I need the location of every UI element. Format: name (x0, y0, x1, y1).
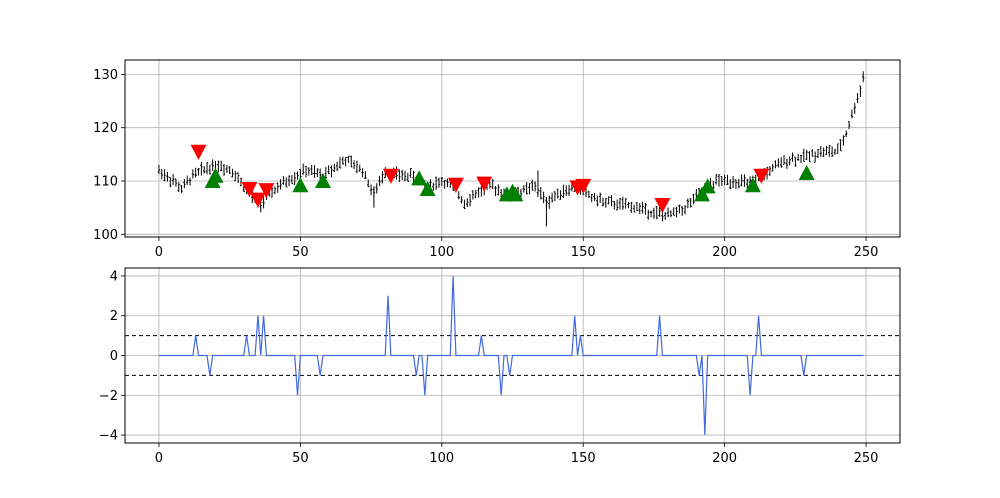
buy-signal-marker (314, 173, 331, 189)
signal-chart-y-tick-label: −2 (99, 389, 118, 404)
sell-signal-marker (258, 183, 275, 199)
signal-chart-x-tick-label: 50 (292, 451, 309, 466)
signal-chart-x-tick-label: 150 (571, 451, 596, 466)
sell-signal-marker (575, 178, 592, 194)
price-chart-ticks: 0 50 100 150 200 250 100 110 120 130 (93, 68, 878, 260)
sell-signal-marker (753, 168, 770, 184)
signal-chart-x-tick-label: 200 (712, 451, 737, 466)
price-chart-y-tick-label: 120 (93, 121, 118, 136)
signal-chart-x-tick-label: 100 (429, 451, 454, 466)
buy-signal-marker (419, 181, 436, 197)
sell-signal-marker (382, 168, 399, 184)
price-chart-y-tick-label: 110 (93, 175, 118, 190)
price-chart-x-tick-label: 250 (854, 245, 879, 260)
price-chart-x-tick-label: 0 (155, 245, 163, 260)
price-chart-y-tick-label: 130 (93, 68, 118, 83)
sell-signal-markers (190, 144, 770, 214)
sell-signal-marker (447, 177, 464, 193)
price-chart-y-tick-label: 100 (93, 228, 118, 243)
price-chart-x-tick-label: 150 (571, 245, 596, 260)
signal-chart-x-tick-label: 0 (155, 451, 163, 466)
price-chart-x-tick-label: 100 (429, 245, 454, 260)
signal-chart-panel: 0 50 100 150 200 250 −4 −2 0 2 4 (99, 267, 901, 466)
buy-signal-marker (411, 170, 428, 186)
buy-signal-marker (694, 186, 711, 202)
price-chart-panel: 0 50 100 150 200 250 100 110 120 130 (93, 59, 901, 260)
price-chart-x-tick-label: 200 (712, 245, 737, 260)
signal-line (158, 275, 864, 436)
signal-chart-ticks: 0 50 100 150 200 250 −4 −2 0 2 4 (99, 269, 879, 466)
buy-signal-marker (292, 177, 309, 193)
signal-chart-y-tick-label: −4 (99, 429, 118, 444)
price-chart-gridlines (125, 60, 900, 237)
signal-chart-y-tick-label: 2 (110, 309, 118, 324)
price-chart-x-tick-label: 50 (292, 245, 309, 260)
signal-chart-y-tick-label: 4 (110, 269, 118, 284)
sell-signal-marker (654, 198, 671, 214)
buy-signal-marker (798, 165, 815, 181)
threshold-lines (125, 335, 900, 376)
price-chart-frame (124, 59, 901, 238)
buy-signal-marker (507, 186, 524, 202)
sell-signal-marker (476, 176, 493, 192)
buy-signal-marker (744, 177, 761, 193)
sell-signal-marker (249, 192, 266, 208)
buy-signal-marker (207, 167, 224, 183)
sell-signal-marker (241, 182, 258, 198)
signal-chart-y-tick-label: 0 (110, 349, 118, 364)
signal-chart-x-tick-label: 250 (854, 451, 879, 466)
buy-signal-marker (699, 178, 716, 194)
signal-chart-frame (124, 267, 901, 444)
buy-signal-markers (204, 165, 815, 202)
sell-signal-marker (190, 144, 207, 160)
